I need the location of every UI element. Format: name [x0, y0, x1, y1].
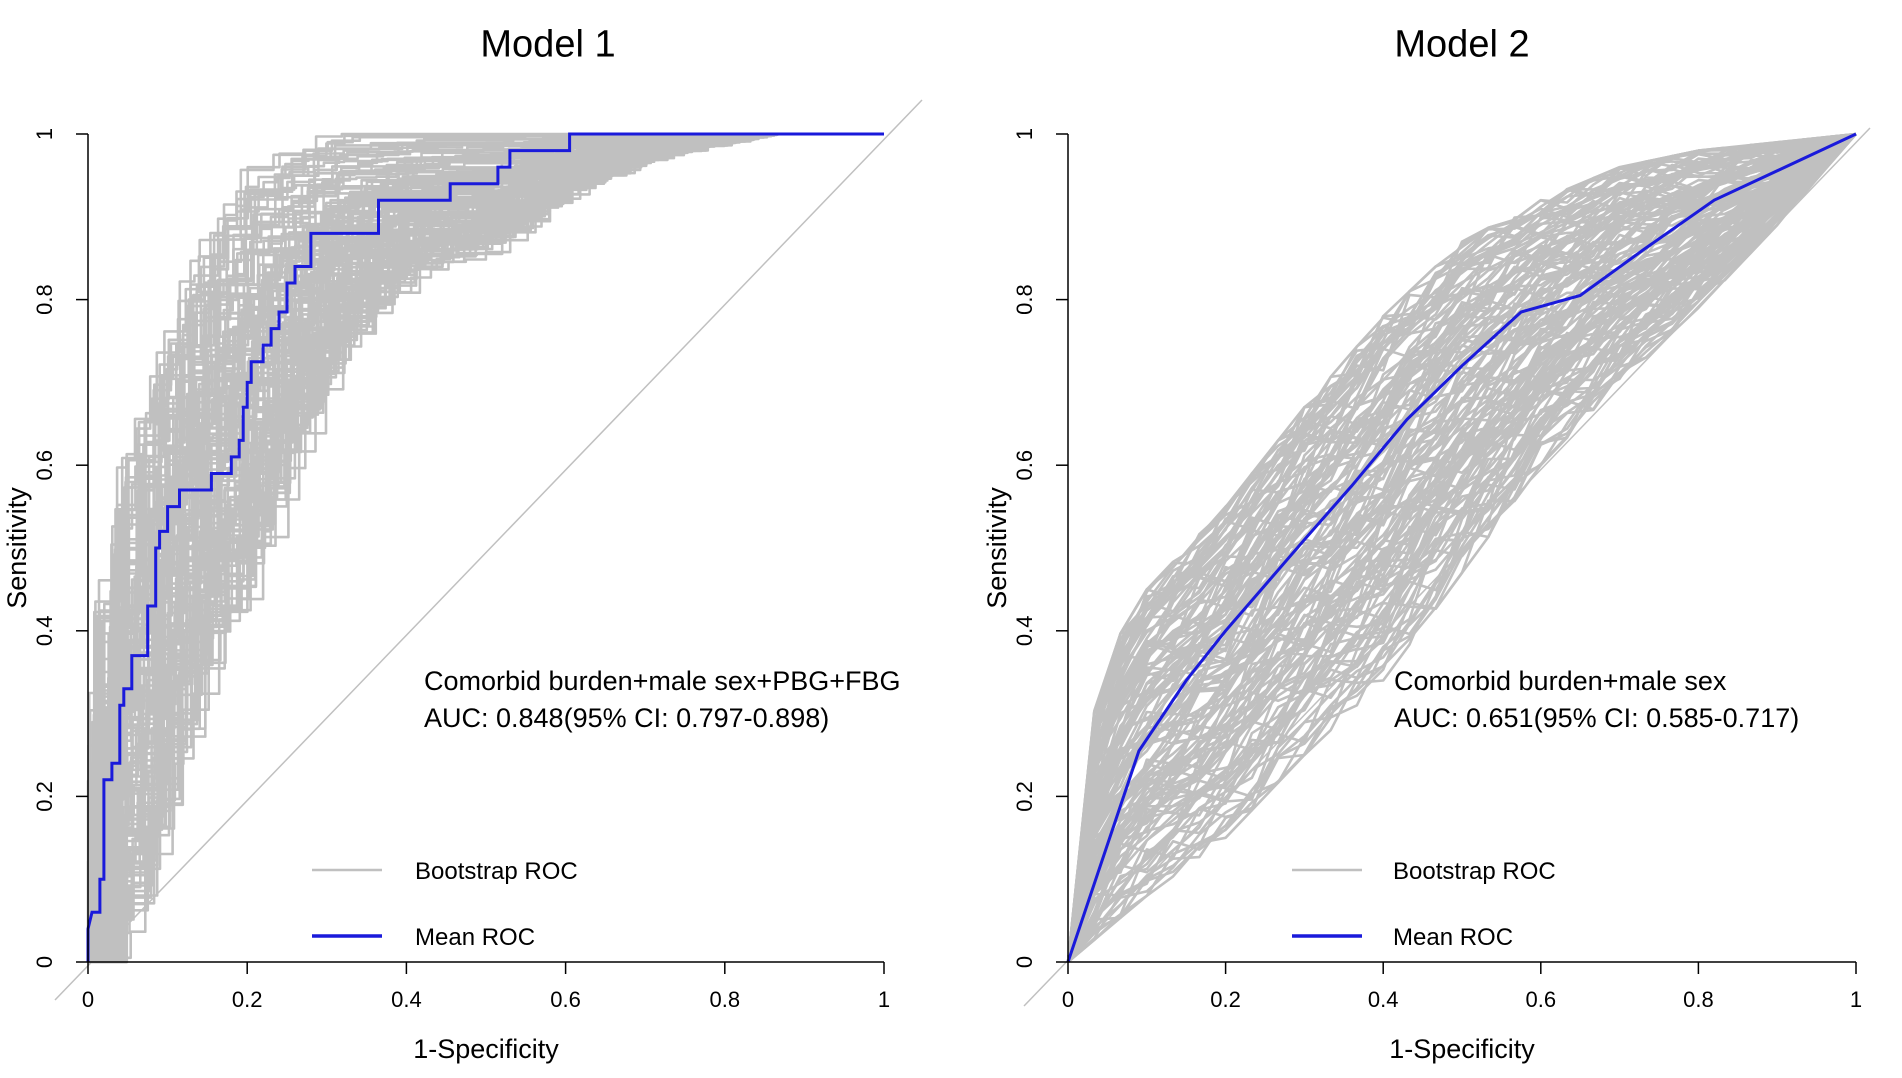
chart-title: Model 2 [1394, 23, 1529, 65]
y-tick-label: 0.4 [1012, 616, 1037, 647]
bootstrap-roc-curve [1066, 133, 1857, 963]
model-description: Comorbid burden+male sex+PBG+FBG [424, 666, 900, 696]
y-tick-label: 0.6 [32, 450, 57, 481]
x-tick-label: 0.4 [391, 987, 422, 1012]
bootstrap-roc-curve [1066, 132, 1857, 963]
bootstrap-roc-curve [1066, 132, 1857, 963]
y-tick-label: 1 [32, 128, 57, 140]
legend-label: Mean ROC [1393, 924, 1513, 951]
bootstrap-roc-curve [1066, 132, 1857, 963]
bootstrap-roc-curve [1066, 133, 1857, 963]
mean-roc-curve [1066, 132, 1857, 963]
bootstrap-roc-curve [1066, 132, 1857, 963]
model-1-panel: Model 1 0 0.2 0.4 0.6 0.8 1 0 0.2 0.4 0.6 0.8 1 1-Spe… [2, 23, 923, 1064]
bootstrap-roc-curve [1066, 132, 1857, 963]
bootstrap-roc-series [86, 132, 807, 964]
bootstrap-roc-curve [88, 132, 794, 964]
chart-title: Model 1 [480, 23, 615, 65]
x-tick-label: 0.2 [1210, 987, 1241, 1012]
auc-annotation: AUC: 0.848(95% CI: 0.797-0.898) [424, 703, 829, 733]
legend-label: Bootstrap ROC [415, 858, 578, 885]
y-tick-label: 0.2 [1012, 781, 1037, 812]
bootstrap-roc-curve [88, 132, 782, 964]
y-tick-label: 0.6 [1012, 450, 1037, 481]
legend: Bootstrap ROC Mean ROC [1292, 858, 1556, 951]
x-tick-label: 1 [1850, 987, 1862, 1012]
y-tick-label: 0.2 [32, 781, 57, 812]
y-axis-label: Sensitivity [2, 487, 32, 609]
legend-label: Mean ROC [415, 924, 535, 951]
legend-label: Bootstrap ROC [1393, 858, 1556, 885]
x-tick-label: 0.6 [550, 987, 581, 1012]
bootstrap-roc-curve [1066, 132, 1857, 963]
y-tick-label: 0 [1012, 956, 1037, 968]
x-tick-label: 0.2 [232, 987, 263, 1012]
x-tick-label: 0 [1062, 987, 1074, 1012]
bootstrap-roc-curve [1066, 132, 1857, 963]
auc-annotation: AUC: 0.651(95% CI: 0.585-0.717) [1394, 703, 1799, 733]
bootstrap-roc-curve [1066, 133, 1857, 963]
model-2-panel: Model 2 0 0.2 0.4 0.6 0.8 1 0 0.2 0.4 0.6 0.8 1 1-Spe… [982, 23, 1871, 1064]
y-tick-label: 0.4 [32, 616, 57, 647]
x-tick-label: 0.6 [1526, 987, 1557, 1012]
reference-diagonal [54, 99, 923, 1001]
y-tick-label: 0 [32, 956, 57, 968]
bootstrap-roc-curve [1066, 132, 1857, 963]
x-tick-label: 0 [82, 987, 94, 1012]
y-tick-label: 0.8 [32, 284, 57, 315]
x-tick-label: 1 [878, 987, 890, 1012]
bootstrap-roc-curve [1066, 133, 1857, 963]
legend: Bootstrap ROC Mean ROC [312, 858, 578, 951]
bootstrap-roc-curve [88, 132, 788, 964]
x-tick-label: 0.4 [1368, 987, 1399, 1012]
bootstrap-roc-curve [88, 132, 789, 964]
y-tick-label: 0.8 [1012, 284, 1037, 315]
bootstrap-roc-series [1066, 132, 1857, 963]
x-axis-label: 1-Specificity [413, 1034, 559, 1064]
y-tick-label: 1 [1012, 128, 1037, 140]
bootstrap-roc-curve [88, 132, 790, 964]
bootstrap-roc-curve [1066, 132, 1857, 963]
x-tick-label: 0.8 [1683, 987, 1714, 1012]
x-tick-label: 0.8 [710, 987, 741, 1012]
bootstrap-roc-curve [1066, 133, 1857, 963]
x-axis-label: 1-Specificity [1389, 1034, 1535, 1064]
bootstrap-roc-curve [1066, 132, 1857, 963]
y-axis-label: Sensitivity [982, 487, 1012, 609]
bootstrap-roc-curve [88, 132, 784, 964]
bootstrap-roc-curve [1066, 133, 1857, 963]
bootstrap-roc-curve [1066, 132, 1857, 963]
model-description: Comorbid burden+male sex [1394, 666, 1727, 696]
mean-roc-curve [86, 132, 884, 962]
